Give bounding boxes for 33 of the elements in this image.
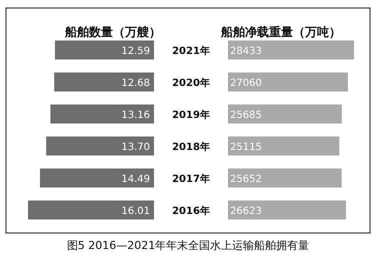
bar (54, 72, 154, 92)
bar (28, 200, 154, 220)
data-label: 12.68 (121, 78, 150, 89)
y-tick-label: 2016年 (172, 205, 210, 217)
data-label: 13.16 (121, 110, 150, 121)
bar (228, 200, 346, 220)
bar (228, 40, 354, 60)
data-label: 12.59 (121, 46, 150, 57)
bar (54, 40, 154, 60)
y-tick-label: 2020年 (172, 77, 210, 89)
caption: 图5 2016—2021年年末全国水上运输船舶拥有量 (66, 239, 310, 252)
data-label: 26623 (230, 206, 262, 217)
bar (228, 168, 342, 188)
data-label: 28433 (230, 46, 262, 57)
bar (40, 168, 154, 188)
bar (46, 136, 154, 156)
data-label: 25685 (230, 110, 262, 121)
chart-title: 船舶数量（万艘） (64, 25, 161, 39)
y-tick-label: 2019年 (172, 109, 210, 121)
bar (228, 136, 340, 156)
data-label: 16.01 (121, 206, 150, 217)
data-label: 25115 (230, 142, 262, 153)
bar (228, 104, 342, 124)
data-label: 14.49 (121, 174, 150, 185)
y-tick-label: 2017年 (172, 173, 210, 185)
chart-title: 船舶净载重量（万吨） (220, 25, 341, 39)
data-label: 13.70 (121, 142, 150, 153)
y-tick-label: 2021年 (172, 45, 210, 57)
data-label: 25652 (230, 174, 262, 185)
bar (50, 104, 154, 124)
data-label: 27060 (230, 78, 262, 89)
bar (228, 72, 348, 92)
y-tick-label: 2018年 (172, 141, 210, 153)
